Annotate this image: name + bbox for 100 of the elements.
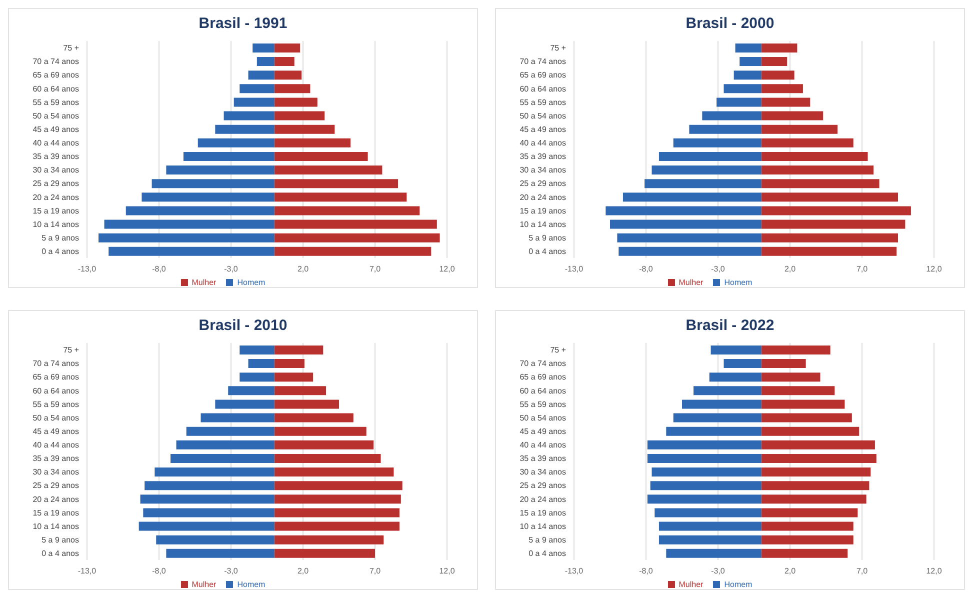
legend-label: Homem (237, 580, 266, 589)
bar (126, 206, 274, 216)
bar (761, 386, 835, 396)
chart-title: Brasil - 2022 (684, 316, 776, 336)
y-tick-label: 65 a 69 anos (32, 70, 79, 80)
bar (761, 233, 898, 242)
legend-label: Mulher (192, 278, 216, 287)
bar (658, 152, 762, 161)
y-tick-label: 35 a 39 anos (32, 152, 79, 162)
bar (735, 43, 762, 52)
x-tick-label: -8,0 (639, 566, 654, 576)
bar (215, 124, 274, 134)
x-tick-label: 12,0 (439, 264, 456, 274)
y-tick-label: 5 a 9 anos (42, 535, 79, 544)
bar (170, 454, 274, 463)
x-tick-label: -13,0 (78, 264, 97, 274)
y-tick-label: 25 a 29 anos (520, 179, 566, 188)
y-tick-label: 5 a 9 anos (42, 233, 79, 242)
bar (652, 468, 762, 477)
bar (274, 481, 402, 490)
bar (108, 246, 274, 256)
y-tick-label: 5 a 9 anos (528, 233, 566, 242)
y-tick-label: 50 a 54 anos (520, 111, 566, 120)
bar (98, 233, 274, 242)
bar (761, 494, 866, 504)
bar (724, 84, 762, 94)
bar (274, 220, 437, 229)
y-tick-label: 0 a 4 anos (528, 247, 566, 256)
bar (144, 481, 274, 490)
x-tick-label: -8,0 (152, 264, 166, 274)
bar (248, 359, 274, 368)
y-tick-label: 70 a 74 anos (520, 359, 566, 368)
bar (734, 70, 762, 80)
bar (658, 535, 762, 544)
bar (761, 440, 875, 450)
y-tick-label: 15 a 19 anos (32, 206, 79, 216)
bar (673, 138, 762, 148)
bar (274, 426, 366, 436)
bar (761, 220, 906, 229)
bar (650, 481, 762, 490)
y-tick-label: 35 a 39 anos (520, 454, 566, 464)
y-tick-label: 5 a 9 anos (528, 535, 566, 544)
bar (274, 494, 401, 504)
y-tick-label: 10 a 14 anos (520, 220, 566, 229)
bar (274, 124, 335, 134)
bar (274, 246, 432, 256)
bar (617, 233, 762, 242)
bar (274, 98, 318, 107)
bar (666, 548, 762, 558)
y-tick-label: 60 a 64 anos (32, 386, 79, 396)
chart-title: Brasil - 1991 (198, 14, 288, 34)
y-tick-label: 25 a 29 anos (32, 179, 79, 188)
y-tick-label: 10 a 14 anos (32, 220, 79, 229)
y-tick-label: 30 a 34 anos (520, 166, 566, 175)
bar (644, 179, 762, 188)
bar (143, 508, 274, 518)
y-tick-label: 15 a 19 anos (520, 206, 566, 216)
bar (234, 98, 274, 107)
x-tick-label: 12,0 (926, 264, 942, 274)
bar (274, 179, 398, 188)
y-tick-label: 65 a 69 anos (520, 372, 566, 382)
bar (200, 413, 274, 422)
y-tick-label: 75 + (550, 346, 566, 355)
bar (274, 372, 314, 382)
y-tick-label: 65 a 69 anos (32, 372, 79, 382)
bar (274, 152, 368, 161)
bar (274, 84, 310, 94)
bar (240, 372, 274, 382)
bar (274, 43, 300, 52)
bar (274, 192, 407, 202)
x-tick-label: -3,0 (711, 566, 726, 576)
y-tick-label: 70 a 74 anos (32, 359, 79, 368)
bar (761, 98, 810, 107)
y-tick-label: 65 a 69 anos (520, 70, 566, 80)
bar (647, 454, 762, 463)
x-tick-label: 2,0 (297, 566, 310, 576)
legend-label: Homem (724, 278, 752, 287)
y-tick-label: 10 a 14 anos (520, 522, 566, 531)
bar (274, 111, 325, 120)
y-tick-label: 0 a 4 anos (42, 549, 79, 558)
y-tick-label: 40 a 44 anos (520, 138, 566, 148)
y-tick-label: 20 a 24 anos (520, 192, 566, 202)
bar (761, 468, 871, 477)
y-tick-label: 75 + (63, 44, 80, 53)
x-tick-label: 12,0 (926, 566, 942, 576)
bar (710, 345, 762, 354)
bar (274, 386, 326, 396)
x-tick-label: 2,0 (784, 566, 796, 576)
bar (274, 535, 384, 544)
bar (761, 413, 852, 422)
y-tick-label: 50 a 54 anos (520, 413, 566, 422)
bar (761, 522, 854, 531)
x-tick-label: 7,0 (856, 264, 868, 274)
bar (186, 426, 274, 436)
bar (152, 179, 274, 188)
bar (228, 386, 274, 396)
chart-title: Brasil - 2000 (684, 14, 776, 34)
bar (104, 220, 274, 229)
bar (761, 206, 911, 216)
x-tick-label: -13,0 (564, 264, 584, 274)
